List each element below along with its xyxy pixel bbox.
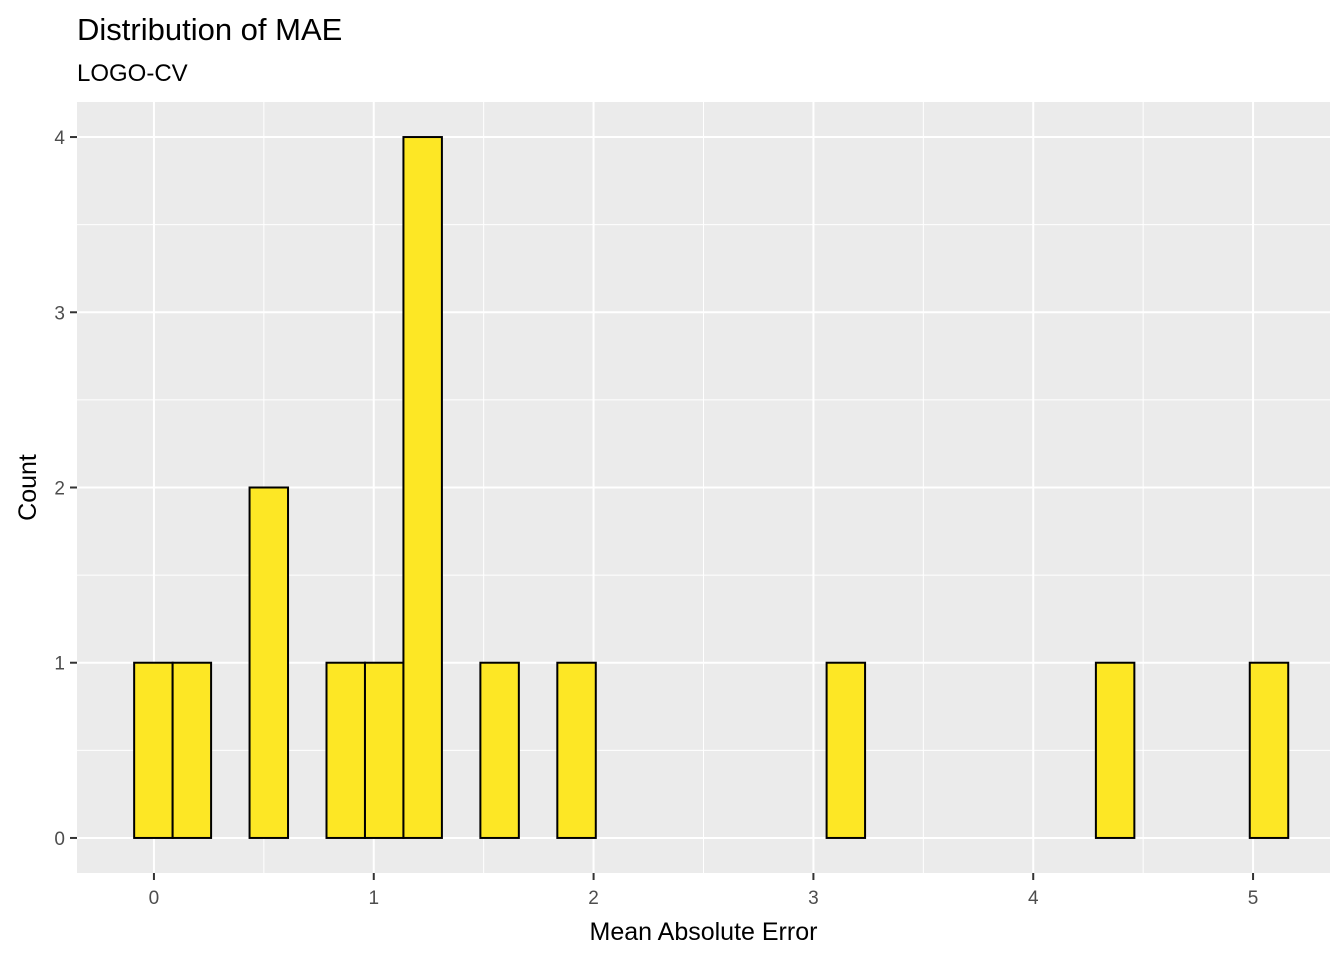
y-tick-label: 1 (54, 654, 65, 675)
histogram-bar (133, 661, 174, 839)
y-axis-label: Count (14, 454, 42, 521)
chart-title: Distribution of MAE (77, 12, 343, 47)
histogram-bar (363, 661, 405, 839)
x-tick-label: 3 (808, 888, 819, 909)
histogram-bar (325, 661, 366, 839)
histogram-bar (1248, 661, 1290, 839)
x-tick-label: 1 (368, 888, 379, 909)
x-axis-label: Mean Absolute Error (590, 918, 818, 946)
histogram-bars (133, 136, 1290, 839)
y-tick-label: 4 (54, 128, 65, 149)
x-tick-label: 2 (588, 888, 599, 909)
histogram-bar (1094, 661, 1136, 839)
x-tick-label: 5 (1248, 888, 1259, 909)
x-axis: 0 1 2 3 4 5 (149, 873, 1259, 909)
y-tick-label: 2 (54, 479, 65, 500)
x-tick-label: 4 (1028, 888, 1039, 909)
y-tick-label: 0 (54, 829, 65, 850)
histogram-bar (402, 136, 443, 839)
chart-subtitle: LOGO-CV (77, 60, 188, 87)
histogram-bar (825, 661, 867, 839)
y-tick-label: 3 (54, 303, 65, 324)
histogram-bar (556, 661, 597, 839)
histogram-bar (171, 661, 213, 839)
histogram-bar (248, 486, 290, 839)
x-tick-label: 0 (149, 888, 160, 909)
y-axis: 0 1 2 3 4 (54, 128, 77, 850)
histogram-bar (479, 661, 520, 839)
